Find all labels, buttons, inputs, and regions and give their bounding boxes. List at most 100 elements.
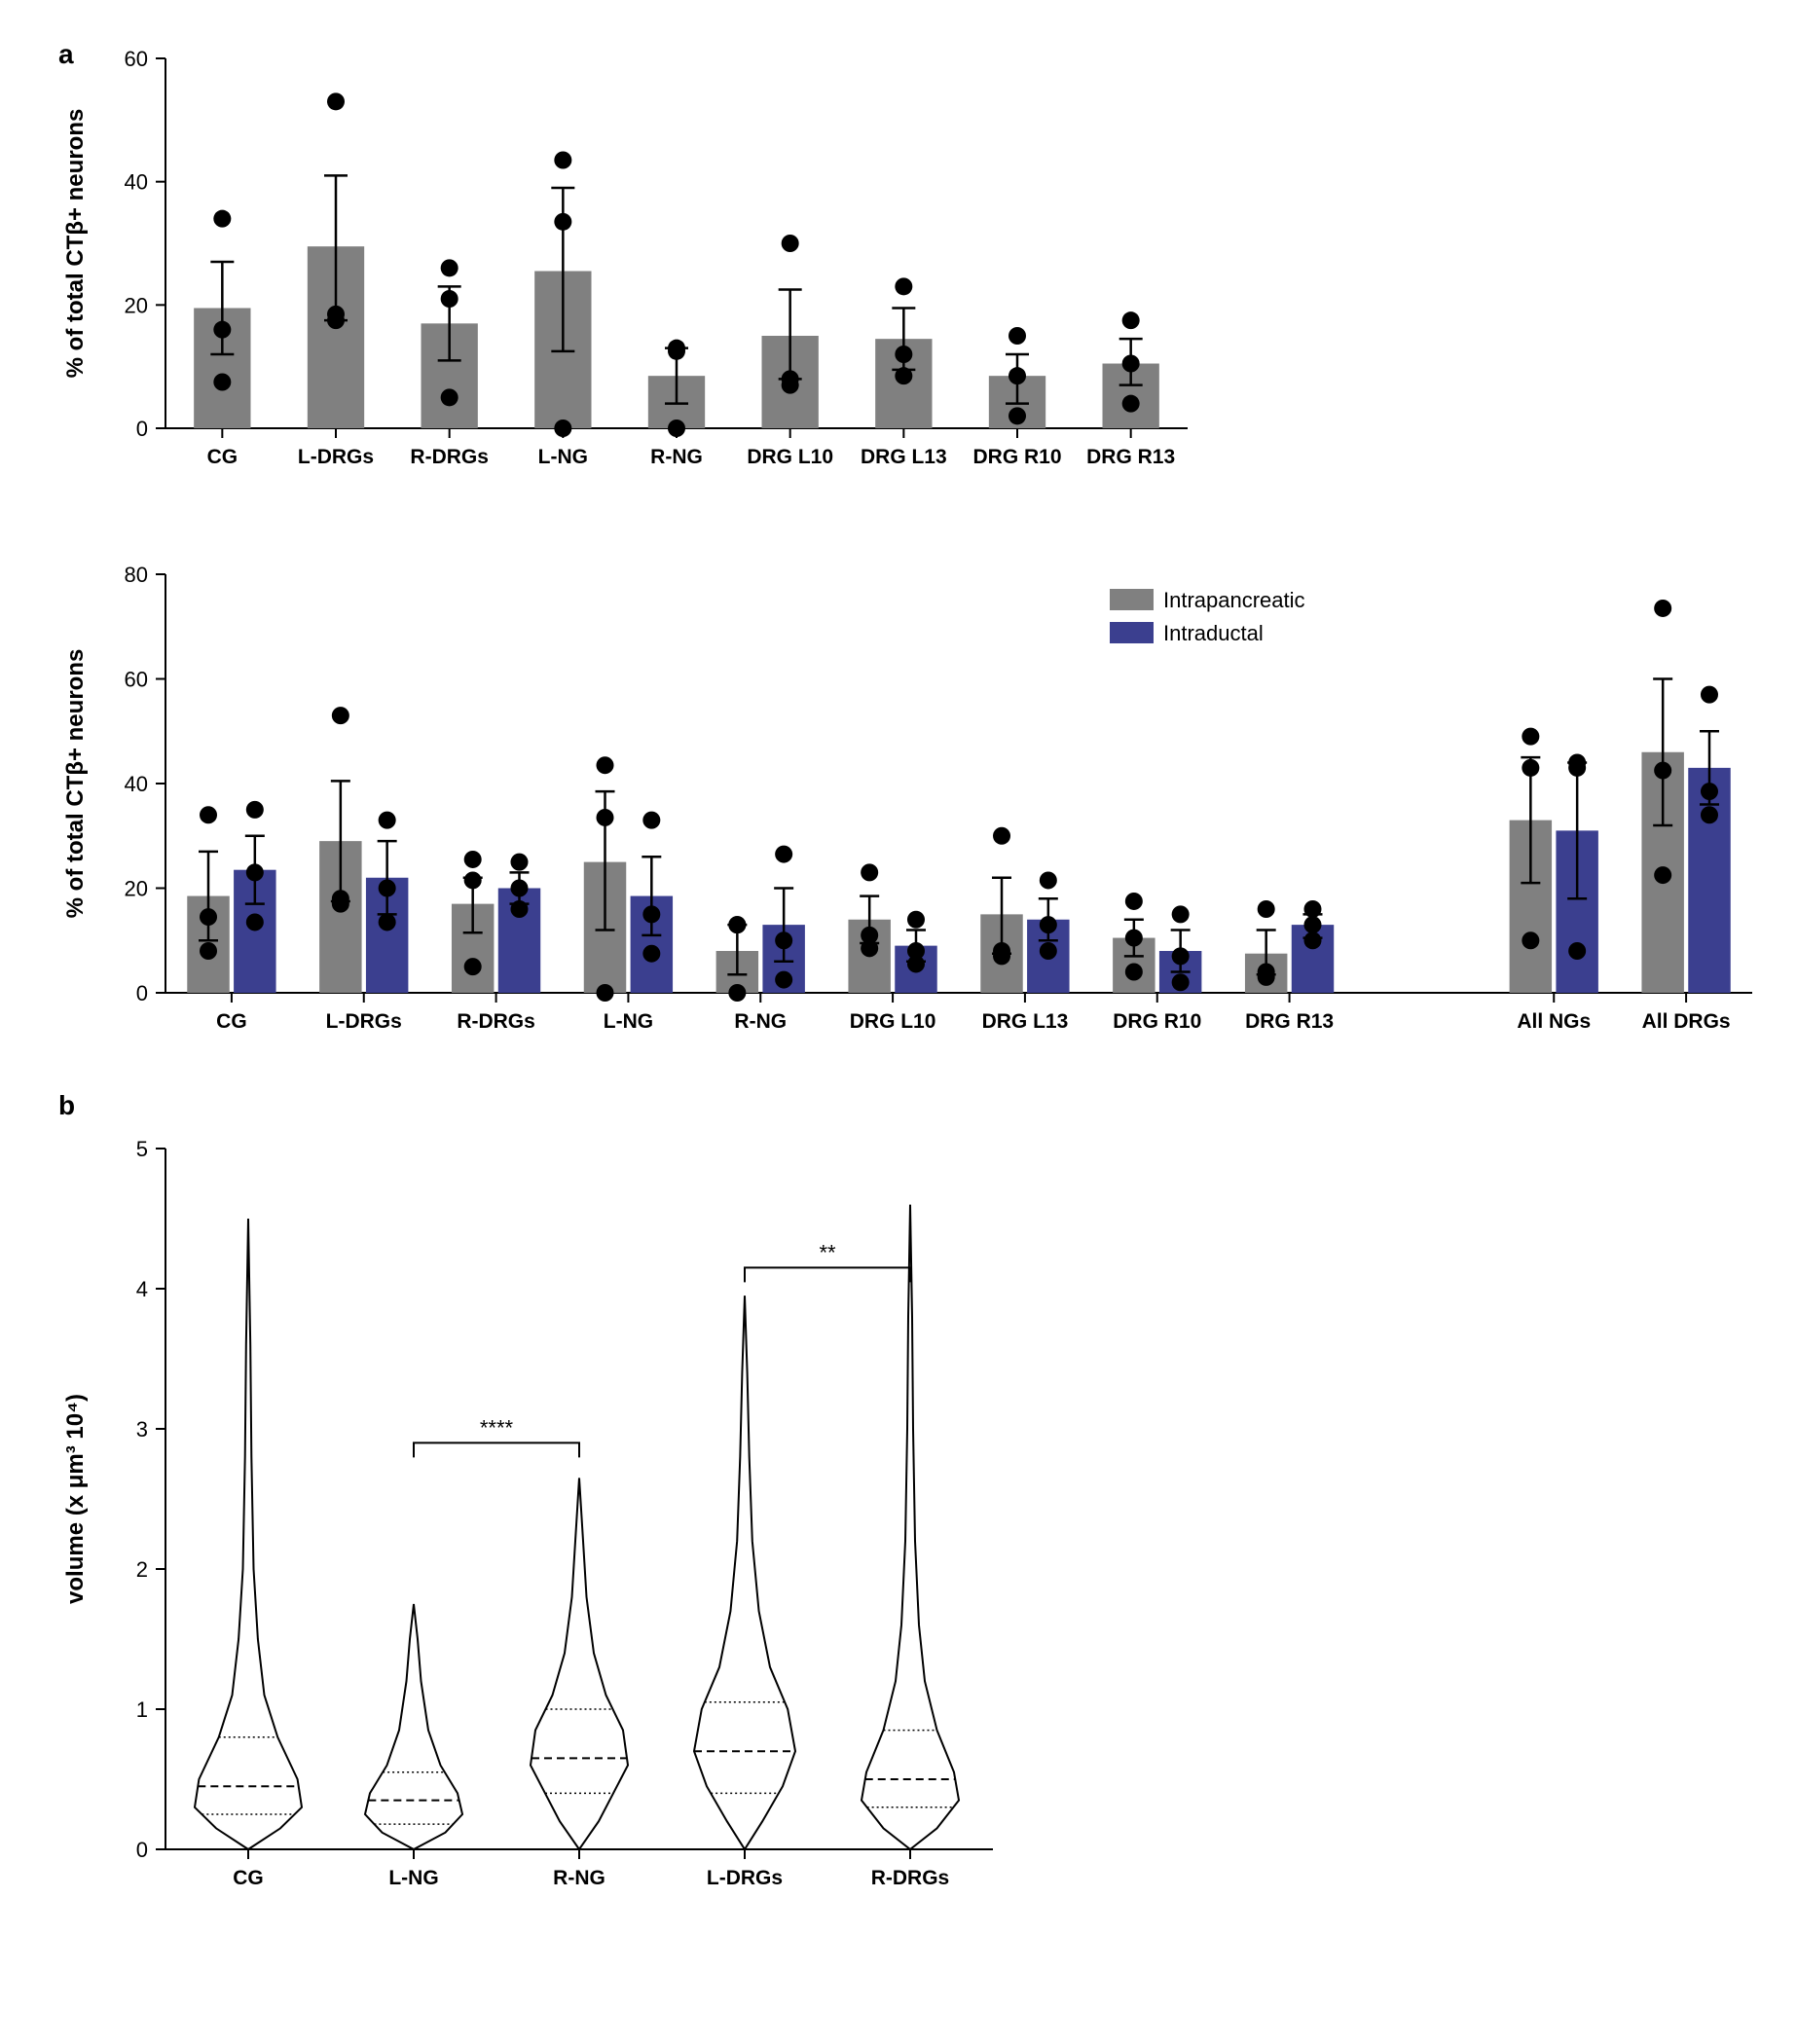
svg-text:DRG L13: DRG L13 — [982, 1010, 1069, 1033]
data-point — [441, 259, 458, 276]
data-point — [597, 756, 614, 774]
svg-text:20: 20 — [125, 293, 148, 317]
significance-bracket — [745, 1267, 910, 1282]
svg-text:3: 3 — [136, 1417, 148, 1442]
data-point — [1568, 942, 1586, 960]
data-point — [379, 812, 396, 829]
svg-text:volume (x μm³ 10⁴): volume (x μm³ 10⁴) — [62, 1394, 89, 1604]
data-point — [464, 851, 482, 868]
data-point — [200, 806, 217, 823]
data-point — [993, 947, 1010, 965]
svg-text:R-NG: R-NG — [650, 446, 703, 468]
data-point — [510, 854, 528, 871]
data-point — [1009, 407, 1026, 424]
data-point — [782, 235, 799, 252]
svg-text:DRG R10: DRG R10 — [1113, 1010, 1201, 1033]
svg-text:CG: CG — [216, 1010, 247, 1033]
data-point — [327, 306, 345, 323]
data-point — [200, 908, 217, 926]
data-point — [1009, 327, 1026, 345]
data-point — [1654, 762, 1671, 780]
svg-text:L-DRGs: L-DRGs — [326, 1010, 402, 1033]
legend-label: Intraductal — [1163, 621, 1264, 645]
data-point — [1040, 916, 1057, 933]
svg-text:0: 0 — [136, 1838, 148, 1862]
data-point — [728, 984, 746, 1002]
data-point — [1303, 916, 1321, 933]
data-point — [1040, 871, 1057, 889]
violin — [195, 1219, 302, 1849]
svg-text:% of total CTβ+ neurons: % of total CTβ+ neurons — [62, 649, 89, 919]
data-point — [782, 377, 799, 394]
data-point — [1009, 367, 1026, 384]
svg-text:All DRGs: All DRGs — [1642, 1010, 1731, 1033]
data-point — [1701, 783, 1718, 800]
svg-text:40: 40 — [125, 170, 148, 195]
svg-text:R-DRGs: R-DRGs — [410, 446, 489, 468]
data-point — [213, 321, 231, 339]
data-point — [597, 809, 614, 826]
data-point — [642, 812, 660, 829]
data-point — [895, 346, 912, 363]
data-point — [246, 801, 264, 819]
violin — [365, 1604, 462, 1849]
svg-text:R-NG: R-NG — [734, 1010, 787, 1033]
data-point — [200, 942, 217, 960]
svg-text:DRG L10: DRG L10 — [747, 446, 833, 468]
data-point — [907, 911, 925, 929]
data-point — [775, 846, 792, 863]
svg-text:R-DRGs: R-DRGs — [457, 1010, 535, 1033]
svg-text:L-NG: L-NG — [538, 446, 588, 468]
data-point — [213, 210, 231, 228]
data-point — [510, 880, 528, 897]
legend-swatch-intrapancreatic — [1110, 589, 1154, 610]
svg-text:DRG R13: DRG R13 — [1245, 1010, 1334, 1033]
data-point — [1122, 355, 1140, 373]
svg-text:1: 1 — [136, 1697, 148, 1722]
svg-text:60: 60 — [125, 47, 148, 71]
data-point — [1125, 964, 1143, 981]
data-point — [510, 900, 528, 918]
data-point — [1125, 930, 1143, 947]
chart-b: 012345volume (x μm³ 10⁴)CGL-NGR-NGL-DRGs… — [39, 1119, 1758, 1917]
data-point — [775, 931, 792, 949]
data-point — [441, 388, 458, 406]
data-point — [1701, 686, 1718, 704]
svg-text:CG: CG — [207, 446, 238, 468]
data-point — [1172, 947, 1190, 965]
data-point — [441, 290, 458, 308]
data-point — [464, 871, 482, 889]
data-point — [642, 945, 660, 963]
svg-text:0: 0 — [136, 417, 148, 441]
data-point — [1303, 900, 1321, 918]
figure-root: a 0204060% of total CTβ+ neuronsCGL-DRGs… — [39, 39, 1758, 1917]
data-point — [668, 343, 685, 360]
legend-label: Intrapancreatic — [1163, 588, 1305, 612]
data-point — [993, 827, 1010, 845]
svg-text:CG: CG — [233, 1867, 264, 1889]
svg-text:All NGs: All NGs — [1517, 1010, 1591, 1033]
data-point — [1654, 866, 1671, 884]
data-point — [861, 939, 878, 957]
significance-label: **** — [480, 1415, 514, 1440]
data-point — [895, 277, 912, 295]
violin — [694, 1296, 795, 1849]
data-point — [1522, 728, 1539, 746]
data-point — [554, 213, 571, 231]
data-point — [1258, 968, 1275, 986]
chart-a2: 020406080% of total CTβ+ neuronsIntrapan… — [39, 555, 1758, 1061]
data-point — [464, 958, 482, 975]
svg-text:DRG R10: DRG R10 — [972, 446, 1061, 468]
svg-text:60: 60 — [125, 668, 148, 692]
svg-text:L-DRGs: L-DRGs — [707, 1867, 783, 1889]
svg-text:% of total CTβ+ neurons: % of total CTβ+ neurons — [62, 109, 89, 379]
svg-text:2: 2 — [136, 1557, 148, 1582]
data-point — [861, 863, 878, 881]
data-point — [1303, 931, 1321, 949]
data-point — [728, 916, 746, 933]
data-point — [332, 895, 349, 913]
svg-text:40: 40 — [125, 772, 148, 796]
violin — [862, 1205, 959, 1849]
data-point — [1654, 600, 1671, 617]
svg-text:DRG L10: DRG L10 — [850, 1010, 936, 1033]
